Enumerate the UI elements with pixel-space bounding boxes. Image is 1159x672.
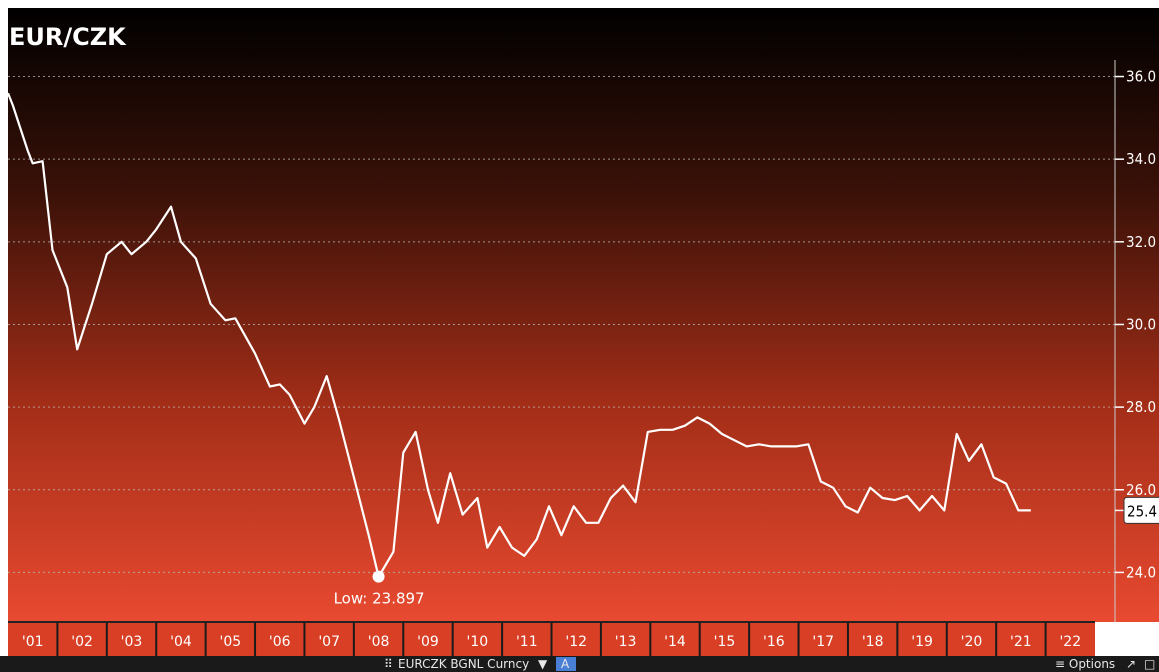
- expand-icon[interactable]: ↗: [1126, 657, 1136, 671]
- x-tick-label-21: '22: [1059, 634, 1081, 650]
- x-tick-label-12: '13: [615, 634, 637, 650]
- low-marker-dot: [372, 570, 385, 583]
- series-line-0: [6, 92, 1031, 578]
- y-tick-label-0: 36.0: [1126, 68, 1156, 86]
- x-tick-label-3: '04: [170, 634, 192, 650]
- x-tick-label-20: '21: [1010, 634, 1032, 650]
- x-tick-label-0: '01: [22, 634, 44, 650]
- ticker-badge-bg[interactable]: [556, 657, 576, 671]
- x-tick-label-15: '16: [763, 634, 785, 650]
- y-axis-ticks: 36.0 34.0 32.0 30.0 28.0 26.0 24.0: [1115, 68, 1156, 581]
- chart-title: EUR/CZK: [9, 23, 127, 51]
- x-tick-label-5: '06: [269, 634, 291, 650]
- dropdown-icon[interactable]: ▼: [538, 657, 548, 671]
- x-tick-label-19: '20: [961, 634, 983, 650]
- last-value-label: 25.4: [1127, 502, 1157, 520]
- x-tick-label-7: '08: [368, 634, 390, 650]
- y-tick-label-5: 26.0: [1126, 481, 1156, 499]
- x-tick-label-4: '05: [220, 634, 242, 650]
- x-tick-label-2: '03: [121, 634, 143, 650]
- x-tick-label-1: '02: [71, 634, 93, 650]
- x-tick-label-13: '14: [664, 634, 686, 650]
- y-tick-label-4: 28.0: [1126, 398, 1156, 416]
- x-tick-label-16: '17: [812, 634, 834, 650]
- maximize-icon[interactable]: □: [1144, 657, 1155, 671]
- y-tick-label-3: 30.0: [1126, 315, 1156, 333]
- series-layer: [6, 92, 1031, 578]
- x-tick-label-10: '11: [516, 634, 538, 650]
- x-tick-label-18: '19: [911, 634, 933, 650]
- low-marker-label: Low: 23.897: [334, 590, 425, 608]
- y-tick-label-2: 32.0: [1126, 233, 1156, 251]
- options-button[interactable]: ≡ Options: [1055, 657, 1115, 671]
- ticker-label[interactable]: EURCZK BGNL Curncy: [398, 657, 529, 671]
- footer-toolbar: [0, 656, 1159, 672]
- marker-layer: Low: 23.897 25.4: [334, 496, 1159, 608]
- grip-icon: ⠿: [384, 657, 393, 671]
- chart-background: [8, 8, 1159, 622]
- x-tick-label-11: '12: [565, 634, 587, 650]
- x-tick-label-14: '15: [714, 634, 736, 650]
- ticker-badge[interactable]: A: [561, 657, 570, 671]
- x-tick-label-9: '10: [467, 634, 489, 650]
- y-tick-label-1: 34.0: [1126, 150, 1156, 168]
- x-axis-ticks: '01 '02 '03 '04 '05 '06 '07 '08 '09 '10 '11 '12 '13 '…: [22, 622, 1081, 656]
- x-tick-label-17: '18: [862, 634, 884, 650]
- y-tick-label-6: 24.0: [1126, 563, 1156, 581]
- last-value-box: [1123, 496, 1159, 524]
- x-tick-label-6: '07: [318, 634, 340, 650]
- x-tick-label-8: '09: [417, 634, 439, 650]
